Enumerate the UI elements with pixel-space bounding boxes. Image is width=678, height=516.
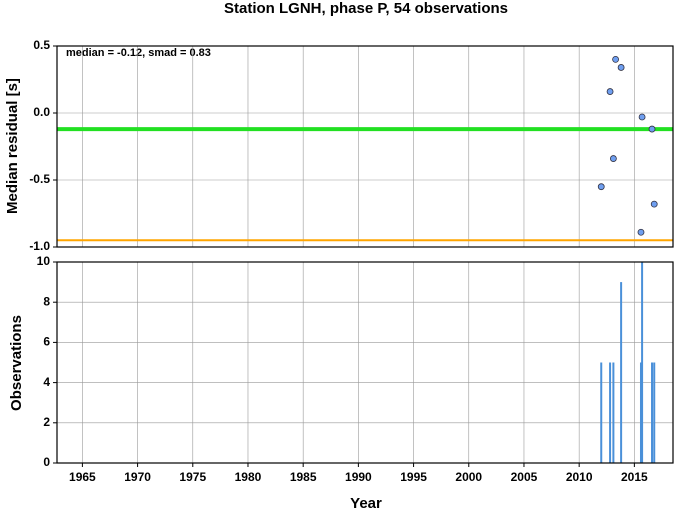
bar: [641, 262, 644, 463]
chart-title: Station LGNH, phase P, 54 observations: [224, 0, 508, 17]
x-tick-label: 1985: [290, 470, 317, 484]
x-tick-label: 2015: [621, 470, 648, 484]
data-point: [648, 125, 656, 133]
data-point: [612, 56, 619, 63]
data-point: [617, 64, 625, 71]
x-tick-label: 1975: [179, 470, 206, 484]
y-tick-label: 6: [43, 335, 50, 349]
data-point: [637, 228, 645, 236]
data-point: [650, 200, 658, 208]
data-point: [597, 183, 605, 191]
bar: [651, 362, 654, 463]
y-axis-label: Median residual [s]: [4, 78, 21, 214]
annotation: median = -0.12, smad = 0.83: [66, 47, 211, 59]
bar: [609, 362, 612, 463]
bar: [612, 362, 615, 463]
x-tick-label: 1995: [400, 470, 427, 484]
y-tick-label: 2: [43, 415, 50, 429]
x-tick-label: 1965: [69, 470, 96, 484]
y-tick-label: -1.0: [29, 239, 50, 253]
y-tick-label: -0.5: [29, 172, 50, 186]
data-point: [606, 88, 614, 95]
x-tick-label: 1970: [124, 470, 151, 484]
data-point: [609, 155, 617, 162]
y-axis-label: Observations: [8, 315, 25, 411]
y-tick-label: 0: [43, 455, 50, 469]
x-tick-label: 1980: [235, 470, 262, 484]
y-tick-label: 0.5: [33, 38, 50, 52]
bar: [620, 282, 623, 463]
x-tick-label: 2010: [566, 470, 593, 484]
x-axis-label: Year: [350, 495, 382, 511]
y-tick-label: 4: [43, 375, 50, 389]
bar: [653, 362, 656, 463]
y-tick-label: 0.0: [33, 105, 50, 119]
y-tick-label: 10: [37, 254, 51, 268]
bar: [639, 362, 642, 463]
plot-frame: [56, 261, 674, 464]
x-tick-label: 1990: [345, 470, 372, 484]
y-tick-label: 8: [43, 294, 50, 308]
x-tick-label: 2005: [511, 470, 538, 484]
data-point: [638, 113, 646, 121]
plot-frame: [56, 45, 674, 248]
x-tick-label: 2000: [455, 470, 482, 484]
bar: [600, 362, 603, 463]
